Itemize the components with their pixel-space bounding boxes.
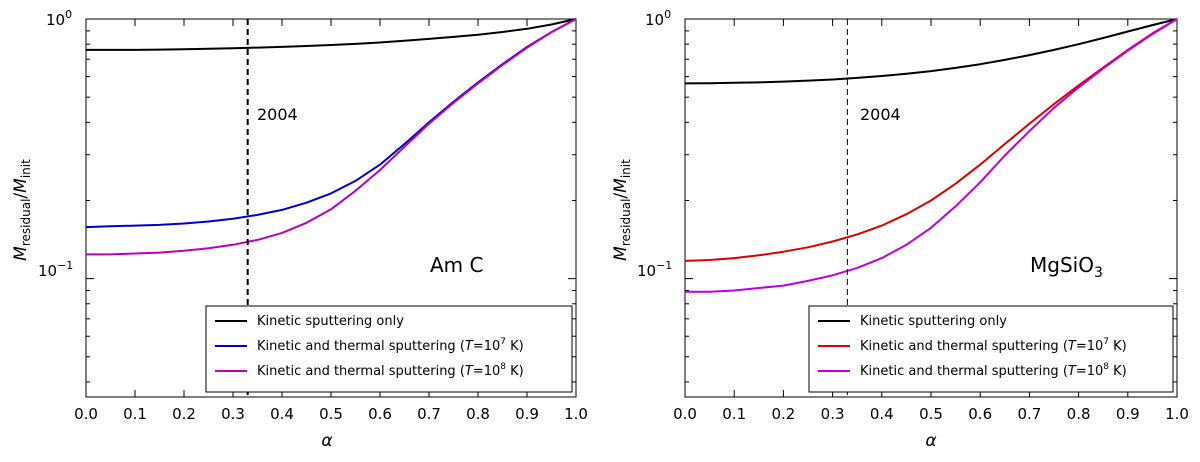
x-tick-label: 0.1 (722, 405, 746, 423)
x-tick-label: 0.2 (172, 405, 196, 423)
series-line-2 (86, 18, 577, 256)
y-axis-label: Mresidual/Minit (11, 159, 33, 261)
y-axis-label: Mresidual/Minit (611, 159, 633, 261)
x-tick-label: 0.2 (771, 405, 795, 423)
series-lines (684, 18, 1178, 293)
x-tick-label: 0.3 (221, 405, 245, 423)
legend-label-kinetic: Kinetic sputtering only (860, 314, 1007, 329)
x-tick-label: 0.3 (821, 405, 845, 423)
x-tick-label: 1.0 (564, 405, 588, 423)
x-tick-labels: 0.0 0.1 0.2 0.3 0.4 0.5 0.6 0.7 0.8 0.9 1.0 (74, 405, 588, 423)
legend-label-kinetic: Kinetic sputtering only (257, 314, 404, 329)
y-tick-label-1: 100 (645, 8, 671, 29)
legend: Kinetic sputtering only Kinetic and ther… (205, 305, 573, 393)
x-tick-label: 0.7 (1017, 405, 1041, 423)
material-label: MgSiO3 (1030, 253, 1103, 281)
series-line-0 (86, 18, 577, 51)
legend-label-thermal-1e7: Kinetic and thermal sputtering (T=107 K) (257, 337, 524, 354)
x-tick-label: 0.7 (417, 405, 441, 423)
series-line-1 (684, 18, 1178, 262)
legend-box (808, 305, 1174, 393)
legend-label-thermal-1e7: Kinetic and thermal sputtering (T=107 K) (860, 337, 1127, 354)
x-tick-label: 0.8 (1067, 405, 1091, 423)
x-tick-label: 0.5 (319, 405, 343, 423)
x-tick-label: 0.1 (123, 405, 147, 423)
legend-box (205, 305, 573, 393)
y-tick-labels: 100 10−1 (38, 8, 73, 280)
x-tick-labels: 0.0 0.1 0.2 0.3 0.4 0.5 0.6 0.7 0.8 0.9 1.0 (673, 405, 1189, 423)
x-axis-label: α (925, 431, 936, 451)
vline-label: 2004 (257, 105, 298, 124)
y-tick-labels: 100 10−1 (637, 8, 672, 280)
legend-label-thermal-1e8: Kinetic and thermal sputtering (T=108 K) (257, 362, 524, 379)
y-tick-label-1: 100 (46, 8, 72, 29)
axis-ticks (85, 18, 577, 397)
panel-mgsio3: 0.0 0.1 0.2 0.3 0.4 0.5 0.6 0.7 0.8 0.9 1.0 100 10… (611, 8, 1189, 451)
legend: Kinetic sputtering only Kinetic and ther… (808, 305, 1174, 393)
series-line-0 (684, 18, 1178, 85)
x-tick-label: 0.8 (466, 405, 490, 423)
x-tick-label: 1.0 (1165, 405, 1189, 423)
x-tick-label: 0.5 (919, 405, 943, 423)
y-tick-label-0-1: 10−1 (637, 259, 672, 280)
series-line-2 (685, 18, 1178, 293)
x-tick-label: 0.9 (1116, 405, 1140, 423)
x-tick-label: 0.4 (270, 405, 294, 423)
y-tick-label-0-1: 10−1 (38, 259, 73, 280)
material-label: Am C (430, 253, 484, 277)
x-tick-label: 0.9 (515, 405, 539, 423)
x-tick-label: 0.6 (368, 405, 392, 423)
panel-am-c: 0.0 0.1 0.2 0.3 0.4 0.5 0.6 0.7 0.8 0.9 1.0 100 10… (11, 8, 588, 451)
x-tick-label: 0.6 (968, 405, 992, 423)
legend-label-thermal-1e8: Kinetic and thermal sputtering (T=108 K) (860, 362, 1127, 379)
x-tick-label: 0.0 (74, 405, 98, 423)
x-tick-label: 0.4 (870, 405, 894, 423)
series-lines (85, 18, 577, 256)
x-tick-label: 0.0 (673, 405, 697, 423)
vline-label: 2004 (860, 105, 901, 124)
x-axis-label: α (321, 431, 332, 451)
